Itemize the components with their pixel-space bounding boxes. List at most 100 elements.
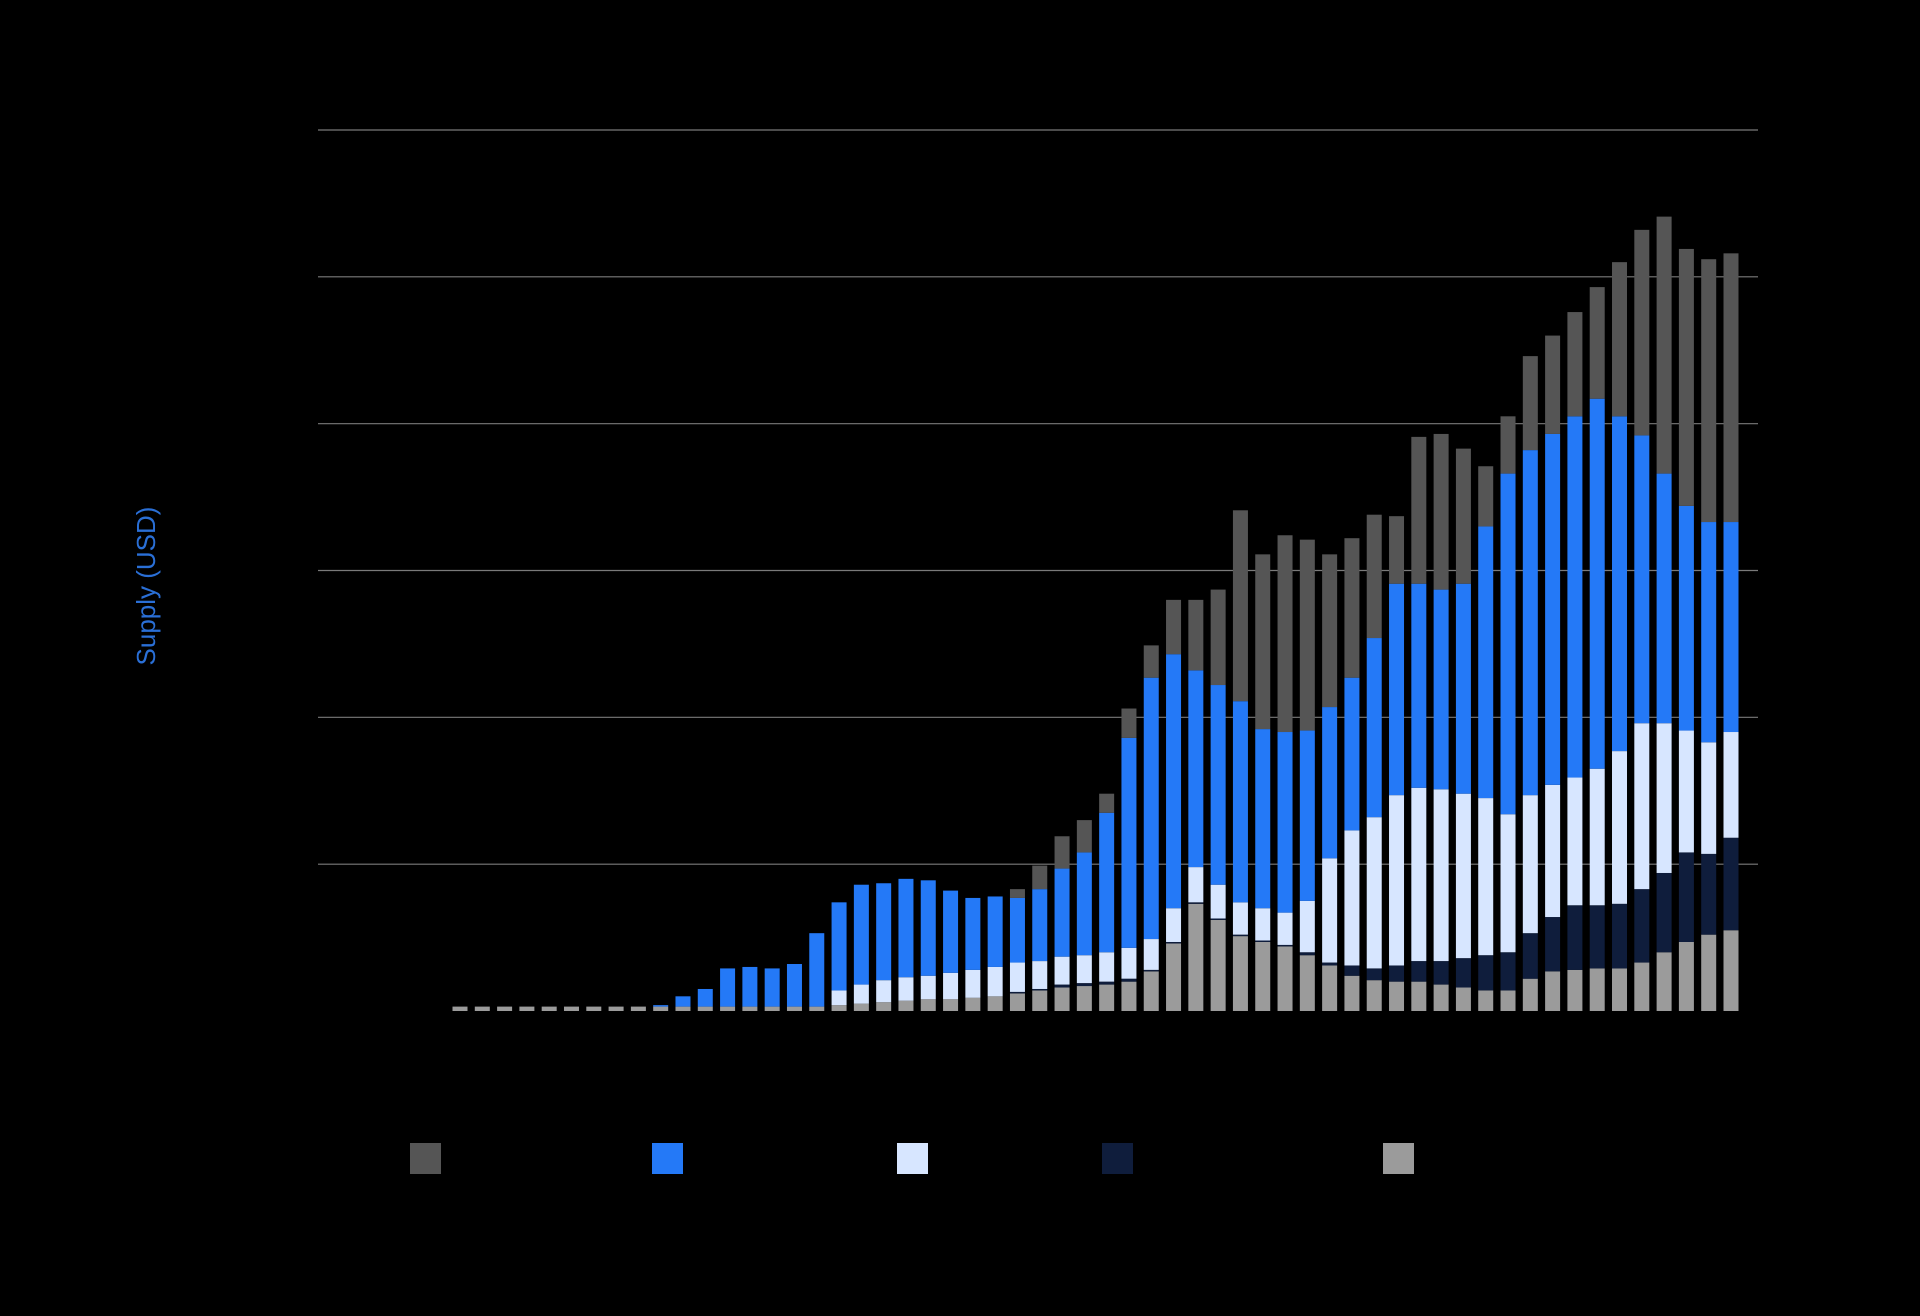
bar-segment-gray bbox=[1522, 978, 1538, 1011]
bar-segment-navy bbox=[1076, 983, 1092, 987]
bar-segment-blue bbox=[809, 933, 825, 1007]
bar-segment-blue bbox=[1344, 677, 1360, 831]
bar-segment-darkgray bbox=[1500, 416, 1516, 474]
bar-segment-darkgray bbox=[1366, 514, 1382, 639]
bar-segment-darkgray bbox=[1389, 516, 1405, 584]
bar-segment-gray bbox=[987, 996, 1003, 1011]
bar-segment-gray bbox=[1009, 993, 1025, 1011]
bar-segment-gray bbox=[1433, 984, 1449, 1011]
bar-segment-darkgray bbox=[1277, 535, 1293, 733]
bar-segment-gray bbox=[898, 1000, 914, 1011]
bar-segment-navy bbox=[1121, 978, 1137, 982]
bar-segment-gray bbox=[1478, 990, 1494, 1011]
bar-segment-darkgray bbox=[1455, 448, 1471, 584]
bar-segment-gray bbox=[1032, 990, 1048, 1011]
bar-segment-blue bbox=[1589, 398, 1605, 769]
bar-segment-gray bbox=[1054, 987, 1070, 1011]
bar-segment-gray bbox=[608, 1006, 624, 1011]
bar-segment-gray bbox=[1723, 930, 1739, 1011]
legend-swatch bbox=[410, 1143, 441, 1174]
bar-segment-gray bbox=[920, 999, 936, 1011]
bar-segment-navy bbox=[1522, 933, 1538, 979]
bar-segment-blue bbox=[1299, 730, 1315, 901]
bar-segment-gray bbox=[1188, 903, 1204, 1011]
bar-segment-gray bbox=[1121, 981, 1137, 1011]
bar-segment-navy bbox=[1411, 961, 1427, 982]
bar-segment-gray bbox=[697, 1006, 713, 1011]
bar-segment-navy bbox=[1099, 981, 1115, 985]
legend-swatch bbox=[897, 1143, 928, 1174]
bar-segment-lightblue bbox=[1232, 902, 1248, 935]
bar-segment-darkgray bbox=[1143, 645, 1159, 678]
bar-segment-darkgray bbox=[1032, 865, 1048, 890]
bar-segment-lightblue bbox=[1701, 742, 1717, 854]
bar-segment-gray bbox=[1411, 981, 1427, 1011]
bar-segment-navy bbox=[1701, 853, 1717, 935]
bar-segment-navy bbox=[1389, 965, 1405, 982]
bar-segment-gray bbox=[742, 1006, 758, 1011]
bar-segment-blue bbox=[898, 878, 914, 978]
bar-segment-gray bbox=[876, 1002, 892, 1011]
bar-segment-gray bbox=[1366, 980, 1382, 1011]
bar-segment-gray bbox=[474, 1006, 490, 1011]
y-axis-label: Supply (USD) bbox=[131, 507, 161, 666]
bar-segment-gray bbox=[1166, 943, 1182, 1011]
bar-segment-blue bbox=[853, 884, 869, 985]
bar-segment-gray bbox=[1701, 934, 1717, 1011]
bar-segment-gray bbox=[943, 999, 959, 1011]
legend-swatch bbox=[1102, 1143, 1133, 1174]
bar-segment-darkgray bbox=[1166, 599, 1182, 655]
bar-segment-lightblue bbox=[1433, 789, 1449, 962]
bar-segment-lightblue bbox=[1678, 730, 1694, 853]
bar-segment-blue bbox=[1210, 685, 1226, 885]
bar-segment-blue bbox=[1389, 583, 1405, 796]
bar-segment-navy bbox=[1455, 958, 1471, 988]
bar-segment-gray bbox=[1545, 971, 1561, 1011]
bar-segment-navy bbox=[1723, 837, 1739, 931]
bar-segment-blue bbox=[1567, 416, 1583, 778]
bar-segment-navy bbox=[1433, 961, 1449, 985]
bar-segment-gray bbox=[1612, 968, 1628, 1011]
bar-segment-darkgray bbox=[1210, 589, 1226, 686]
bar-segment-gray bbox=[965, 997, 981, 1011]
bar-segment-blue bbox=[1054, 868, 1070, 957]
bar-segment-blue bbox=[720, 968, 736, 1007]
bar-segment-blue bbox=[1634, 435, 1650, 724]
bar-segment-navy bbox=[1589, 905, 1605, 969]
bar-segment-darkgray bbox=[1478, 466, 1494, 527]
bar-segment-lightblue bbox=[1634, 723, 1650, 890]
bar-segment-lightblue bbox=[1255, 908, 1271, 941]
bars bbox=[452, 216, 1739, 1011]
bar-segment-gray bbox=[720, 1006, 736, 1011]
bar-segment-gray bbox=[1589, 968, 1605, 1011]
bar-segment-gray bbox=[1344, 975, 1360, 1011]
bar-segment-gray bbox=[1455, 987, 1471, 1011]
bar-segment-lightblue bbox=[943, 972, 959, 1000]
bar-segment-lightblue bbox=[965, 969, 981, 998]
bar-segment-gray bbox=[1678, 941, 1694, 1011]
bar-segment-gray bbox=[1656, 952, 1672, 1011]
bar-segment-blue bbox=[786, 964, 802, 1007]
bar-segment-gray bbox=[831, 1005, 847, 1011]
bar-segment-lightblue bbox=[1589, 768, 1605, 906]
bar-segment-navy bbox=[1322, 962, 1338, 966]
legend-swatch bbox=[1383, 1143, 1414, 1174]
bar-segment-navy bbox=[1009, 991, 1025, 994]
bar-segment-lightblue bbox=[1612, 751, 1628, 904]
bar-segment-blue bbox=[1455, 583, 1471, 794]
bar-segment-gray bbox=[675, 1006, 691, 1011]
bar-segment-blue bbox=[1188, 670, 1204, 868]
bar-segment-navy bbox=[1032, 988, 1048, 991]
bar-segment-gray bbox=[1277, 946, 1293, 1011]
bar-segment-gray bbox=[519, 1006, 535, 1011]
bar-segment-lightblue bbox=[1032, 961, 1048, 989]
bar-segment-blue bbox=[1701, 522, 1717, 743]
bar-segment-blue bbox=[965, 897, 981, 970]
bar-segment-lightblue bbox=[1322, 858, 1338, 963]
bar-segment-darkgray bbox=[1545, 335, 1561, 434]
bar-segment-gray bbox=[1255, 941, 1271, 1011]
bar-segment-darkgray bbox=[1612, 262, 1628, 417]
bar-segment-darkgray bbox=[1344, 538, 1360, 678]
bar-segment-darkgray bbox=[1099, 793, 1115, 813]
bar-segment-gray bbox=[1389, 981, 1405, 1011]
